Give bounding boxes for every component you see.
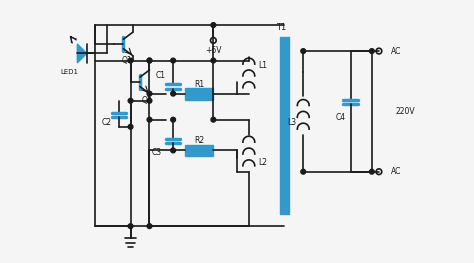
- Polygon shape: [77, 44, 87, 63]
- Text: AC: AC: [391, 167, 401, 176]
- Circle shape: [369, 49, 374, 53]
- Circle shape: [301, 49, 306, 53]
- Text: R2: R2: [194, 136, 204, 145]
- Bar: [185, 88, 213, 100]
- Circle shape: [128, 124, 133, 129]
- Text: C1: C1: [156, 72, 166, 80]
- Circle shape: [128, 224, 133, 229]
- Circle shape: [171, 58, 175, 63]
- Circle shape: [369, 169, 374, 174]
- Circle shape: [171, 148, 175, 153]
- Text: C2: C2: [102, 118, 112, 127]
- Text: R1: R1: [194, 80, 204, 89]
- Text: Q1: Q1: [122, 56, 132, 65]
- Circle shape: [128, 98, 133, 103]
- Circle shape: [147, 91, 152, 96]
- Circle shape: [211, 117, 216, 122]
- Circle shape: [211, 23, 216, 27]
- Circle shape: [211, 58, 216, 63]
- Circle shape: [171, 117, 175, 122]
- Text: 220V: 220V: [395, 107, 415, 116]
- Circle shape: [301, 169, 306, 174]
- Circle shape: [147, 117, 152, 122]
- Text: L2: L2: [258, 158, 267, 167]
- Circle shape: [147, 224, 152, 229]
- Text: L1: L1: [258, 61, 267, 70]
- Text: AC: AC: [391, 47, 401, 55]
- Bar: [280, 37, 289, 214]
- Text: C3: C3: [151, 148, 161, 157]
- Text: T1: T1: [276, 23, 286, 32]
- Text: LED1: LED1: [60, 69, 78, 75]
- Text: C4: C4: [336, 113, 346, 122]
- Circle shape: [128, 58, 133, 63]
- Text: L3: L3: [287, 118, 296, 127]
- Text: +6V: +6V: [205, 46, 221, 55]
- Circle shape: [147, 58, 152, 63]
- Circle shape: [171, 91, 175, 96]
- Circle shape: [147, 58, 152, 63]
- Text: Q2: Q2: [142, 96, 153, 105]
- Bar: [185, 144, 213, 156]
- Circle shape: [147, 98, 152, 103]
